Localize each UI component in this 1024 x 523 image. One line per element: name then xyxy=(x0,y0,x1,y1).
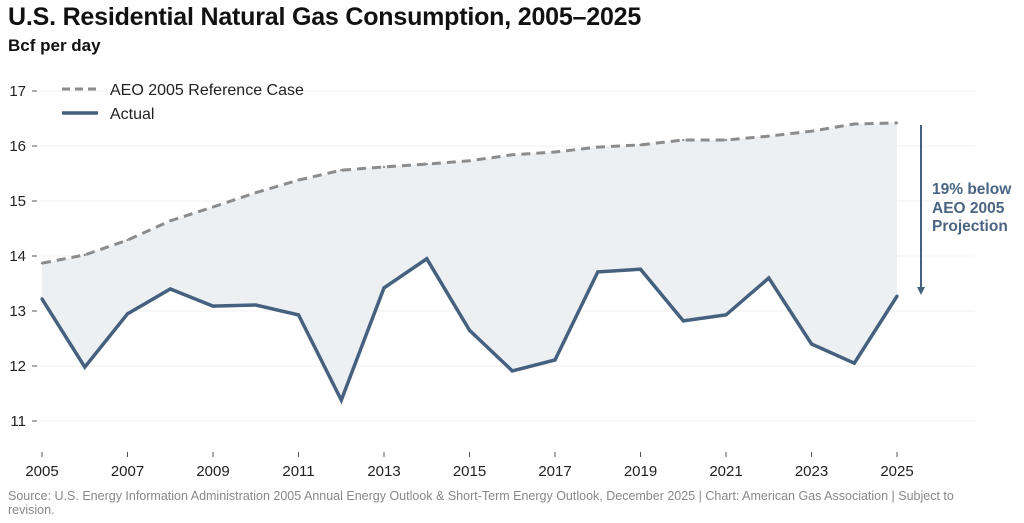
x-tick-label: 2025 xyxy=(880,463,913,480)
data-point-actual xyxy=(211,304,215,308)
data-point-actual xyxy=(809,342,814,346)
y-axis: 11 12 13 14 15 16 17 xyxy=(9,83,37,430)
chart-title: U.S. Residential Natural Gas Consumption… xyxy=(8,3,642,31)
y-tick-label: 16 xyxy=(9,138,26,155)
data-point-actual xyxy=(254,303,258,307)
data-point-reference xyxy=(340,169,343,172)
data-point-reference xyxy=(468,159,471,163)
legend-label-reference: AEO 2005 Reference Case xyxy=(110,82,304,99)
data-point-actual xyxy=(339,398,343,402)
data-point-actual xyxy=(125,312,130,316)
x-tick-label: 2015 xyxy=(453,463,486,480)
data-point-actual xyxy=(852,361,856,365)
data-point-reference xyxy=(810,129,813,133)
annotation-arrow xyxy=(917,125,925,295)
x-tick-label: 2019 xyxy=(624,463,657,480)
data-point-reference xyxy=(724,138,728,142)
data-point-actual xyxy=(681,319,685,323)
y-tick-label: 15 xyxy=(9,193,26,210)
x-tick-label: 2013 xyxy=(367,463,400,480)
data-point-actual xyxy=(895,294,899,298)
data-point-reference xyxy=(553,150,557,154)
chart-subtitle: Bcf per day xyxy=(8,36,101,55)
data-point-actual xyxy=(382,286,386,290)
data-point-reference xyxy=(254,191,257,194)
data-point-actual xyxy=(638,267,643,271)
data-point-reference xyxy=(40,261,44,265)
annotation-line-3: Projection xyxy=(932,218,1008,235)
y-tick-label: 13 xyxy=(9,303,26,320)
data-point-reference xyxy=(211,205,215,209)
x-tick-label: 2005 xyxy=(25,463,58,480)
x-axis: 2005 2007 2009 2011 2013 2015 2017 2019 2021 2023… xyxy=(25,452,914,480)
data-points xyxy=(40,121,899,402)
legend: AEO 2005 Reference Case Actual xyxy=(62,82,304,123)
gap-shaded-area xyxy=(42,122,897,401)
y-tick-label: 12 xyxy=(9,358,26,375)
data-point-reference xyxy=(682,138,685,142)
annotation-line-1: 19% below xyxy=(932,181,1012,198)
y-tick-label: 17 xyxy=(9,83,26,100)
data-point-actual xyxy=(724,313,728,317)
x-tick-label: 2021 xyxy=(709,463,742,480)
y-tick-label: 14 xyxy=(9,248,26,265)
data-point-actual xyxy=(596,270,600,274)
data-point-actual xyxy=(425,257,429,261)
x-tick-label: 2017 xyxy=(538,463,571,480)
data-point-reference xyxy=(596,145,599,149)
x-tick-label: 2007 xyxy=(111,463,144,480)
x-tick-label: 2011 xyxy=(282,463,314,480)
data-point-actual xyxy=(467,328,472,332)
x-tick-label: 2009 xyxy=(196,463,229,480)
data-point-actual xyxy=(40,297,44,301)
data-point-actual xyxy=(83,365,87,369)
x-tick-label: 2023 xyxy=(795,463,828,480)
data-point-reference xyxy=(895,121,899,125)
data-point-reference xyxy=(297,178,300,182)
data-point-reference xyxy=(767,134,770,138)
data-point-reference xyxy=(83,253,86,257)
data-point-reference xyxy=(639,143,642,147)
data-point-actual xyxy=(296,313,301,317)
data-point-reference xyxy=(126,238,129,242)
legend-label-actual: Actual xyxy=(110,106,154,123)
data-point-actual xyxy=(168,287,172,291)
y-tick-label: 11 xyxy=(10,413,26,430)
data-point-actual xyxy=(510,369,514,373)
data-point-actual xyxy=(553,358,557,362)
data-point-actual xyxy=(767,276,771,280)
data-point-reference xyxy=(169,219,172,222)
arrow-down-icon xyxy=(917,287,925,295)
data-point-reference xyxy=(511,153,514,156)
data-point-reference xyxy=(425,162,428,166)
annotation-line-2: AEO 2005 xyxy=(932,199,1005,217)
data-point-reference xyxy=(853,122,856,126)
data-point-reference xyxy=(382,165,386,169)
source-footnote: Source: U.S. Energy Information Administ… xyxy=(8,489,954,517)
annotation-text: 19% below AEO 2005 Projection xyxy=(932,181,1011,237)
